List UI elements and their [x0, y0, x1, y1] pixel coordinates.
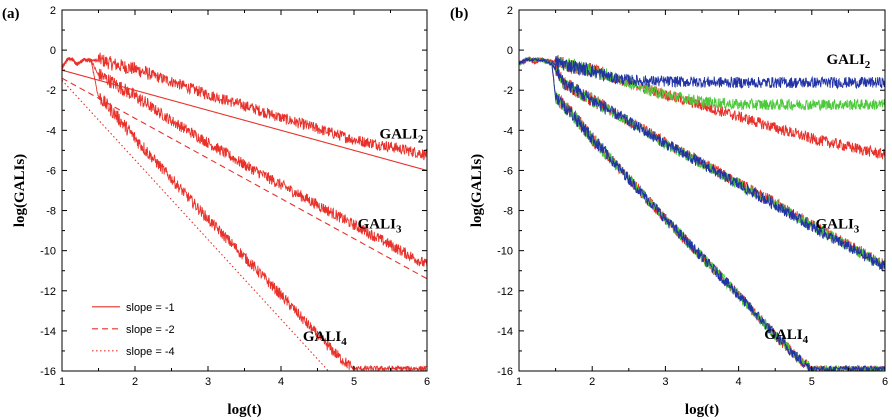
- y-tick-label: -2: [503, 85, 513, 97]
- plot-area-a: 1 2 3 4 5 620-2-4-6-8-10-12-14-16 GALI2GALI3G…: [40, 5, 430, 388]
- x-tick-label: 2: [132, 376, 138, 388]
- y-tick-label: -6: [503, 165, 513, 177]
- plot-area-b: 1 2 3 4 5 620-2-4-6-8-10-12-14-16 GALI2GALI3G…: [497, 5, 888, 388]
- y-axis-label-a: log(GALIs): [12, 154, 28, 227]
- series-line: [62, 56, 427, 268]
- y-tick-label: -12: [497, 286, 513, 298]
- y-tick-label: -4: [46, 125, 56, 137]
- series-line: [519, 57, 885, 272]
- ticks-a: 1 2 3 4 5 6 2 0 -2 -4 -6 -8 -10 -12 -14 -16: [40, 5, 430, 388]
- x-tick-label: 1: [516, 376, 522, 388]
- series-line: [519, 55, 885, 90]
- y-tick-label: -4: [503, 125, 513, 137]
- gali-annotation: GALI2: [826, 52, 870, 71]
- annotations-a: GALI2 GALI3 GALI4: [303, 126, 424, 348]
- y-tick-label: -6: [46, 165, 56, 177]
- y-tick-label: -10: [40, 246, 56, 258]
- x-tick-label: 5: [351, 376, 357, 388]
- gali-annotation: GALI4: [303, 329, 347, 348]
- x-tick-label: 5: [809, 376, 815, 388]
- reference-line: [62, 79, 329, 371]
- y-tick-label: 2: [507, 5, 513, 17]
- y-tick-label: -14: [40, 326, 56, 338]
- gali-annotation: GALI4: [764, 327, 808, 346]
- series-line: [62, 52, 427, 161]
- x-tick-label: 3: [662, 376, 668, 388]
- y-tick-label: -8: [46, 206, 56, 218]
- ticks-b: 1 2 3 4 5 6 2 0 -2 -4 -6 -8 -10 -12 -14 -16: [497, 5, 888, 388]
- legend-label: slope = -2: [126, 324, 175, 336]
- y-tick-label: 2: [50, 5, 56, 17]
- y-tick-label: -16: [497, 366, 513, 378]
- x-tick-label: 6: [882, 376, 888, 388]
- gali-annotation: GALI2: [380, 126, 424, 145]
- x-tick-label: 2: [589, 376, 595, 388]
- legend-a: slope = -1 slope = -2 slope = -4: [92, 302, 175, 358]
- x-tick-label: 3: [205, 376, 211, 388]
- series-line: [62, 56, 427, 371]
- y-tick-label: 0: [507, 45, 513, 57]
- y-tick-label: 0: [50, 45, 56, 57]
- y-tick-label: -2: [46, 85, 56, 97]
- y-tick-label: -16: [40, 366, 56, 378]
- x-tick-label: 1: [59, 376, 65, 388]
- x-tick-label: 4: [278, 376, 284, 388]
- reference-line: [62, 69, 427, 171]
- panel-label-b: (b): [450, 6, 468, 22]
- annotations-b: GALI2 GALI3 GALI4: [764, 52, 871, 346]
- series-layer-b: [519, 54, 885, 371]
- series-layer-a: [62, 52, 427, 371]
- y-axis-label-b: log(GALIs): [469, 154, 485, 227]
- panel-label-a: (a): [2, 6, 20, 22]
- y-tick-label: -12: [40, 286, 56, 298]
- x-tick-label: 6: [424, 376, 430, 388]
- y-tick-label: -14: [497, 326, 513, 338]
- gali-annotation: GALI3: [358, 217, 402, 236]
- panel-b: (b) 1 2 3 4 5 620-2-4-6-8-10-12-14-16 GALI2GA…: [450, 5, 888, 418]
- x-axis-label-a: log(t): [227, 402, 261, 418]
- x-tick-label: 4: [736, 376, 742, 388]
- legend-label: slope = -1: [126, 302, 175, 314]
- legend-label: slope = -4: [126, 346, 175, 358]
- x-axis-label-b: log(t): [685, 402, 719, 418]
- y-tick-label: -8: [503, 206, 513, 218]
- gali-annotation: GALI3: [815, 217, 859, 236]
- panel-a: (a) 1 2 3 4 5 620-2-4-6-8-10-12-14-16 GALI2GA…: [2, 5, 430, 418]
- y-tick-label: -10: [497, 246, 513, 258]
- series-line: [519, 56, 885, 112]
- series-line: [519, 57, 885, 371]
